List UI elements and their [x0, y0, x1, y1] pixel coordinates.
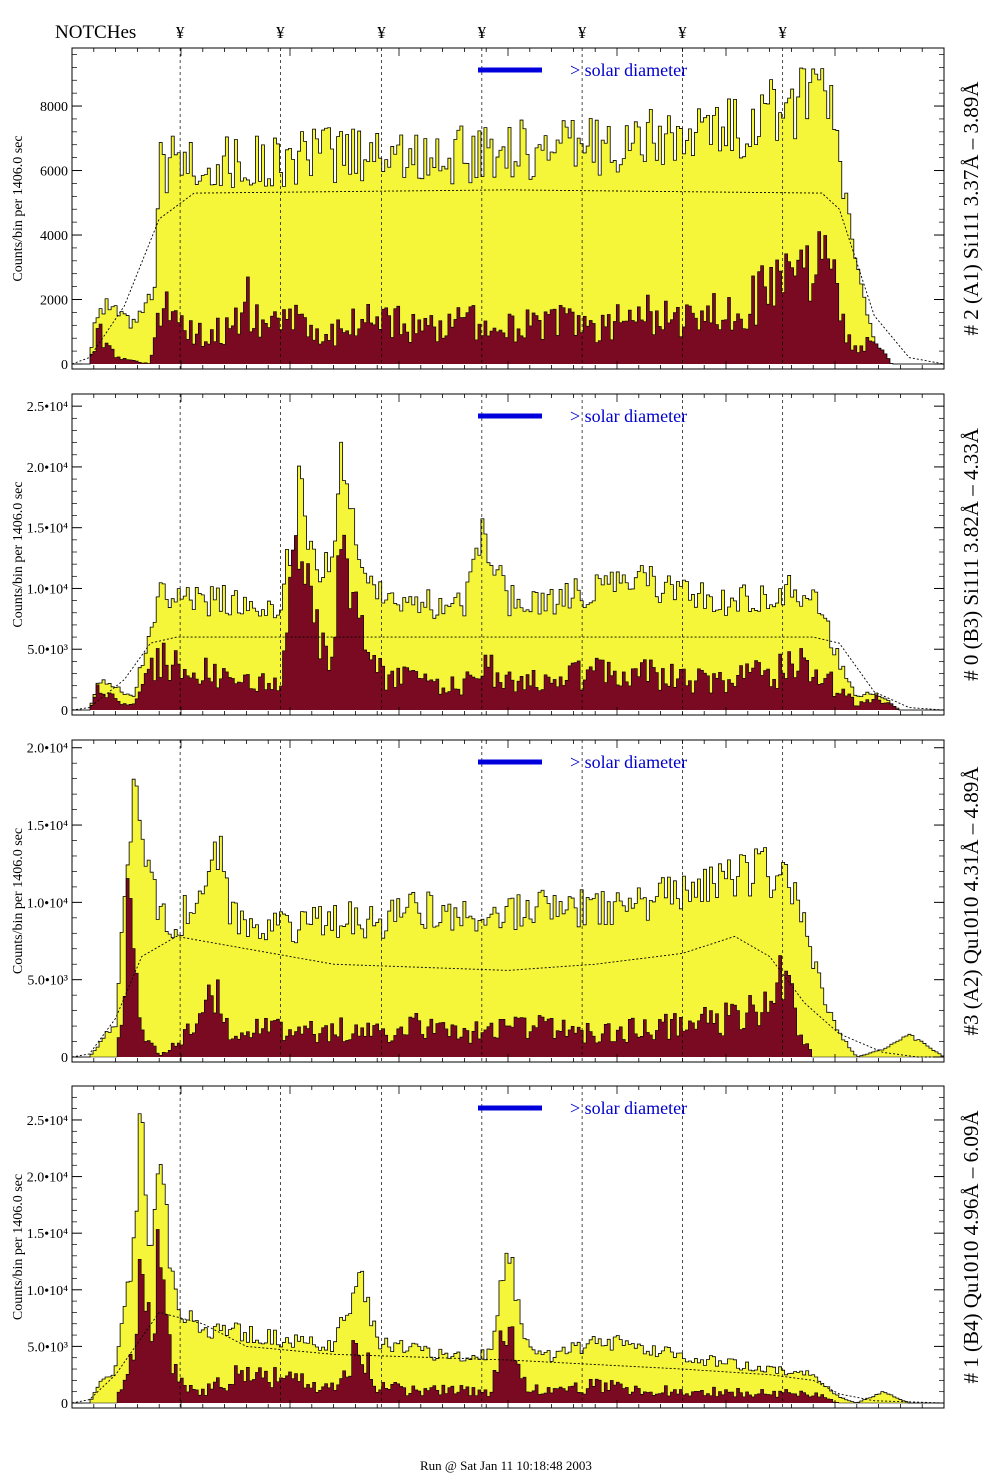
notch-symbol: ¥: [276, 23, 285, 42]
model-curve: [71, 1311, 945, 1404]
y-tick-label: 1.5•10⁴: [27, 522, 68, 537]
y-tick-label: 5.0•10³: [27, 643, 68, 658]
panel-title: # 0 (B3) Si111 3.82Å – 4.33Å: [959, 427, 983, 681]
component-counts-outline: [72, 878, 944, 1058]
y-tick-label: 5.0•10³: [27, 974, 68, 989]
notch-symbol: ¥: [478, 23, 487, 42]
y-tick-label: 1.0•10⁴: [27, 896, 68, 911]
model-curve: [71, 189, 945, 365]
y-tick-label: 1.0•10⁴: [27, 582, 68, 597]
total-counts-outline: [72, 778, 944, 1058]
component-counts-area: [72, 535, 944, 710]
component-counts-outline: [72, 1229, 944, 1404]
total-counts-outline: [72, 441, 944, 711]
y-tick-label: 2.5•10⁴: [27, 400, 68, 415]
notch-symbol: ¥: [678, 23, 687, 42]
component-counts-outline: [72, 231, 944, 365]
y-tick-label: 0: [61, 1397, 68, 1412]
model-curve: [71, 636, 945, 711]
solar-diameter-label: > solar diameter: [570, 1098, 687, 1118]
y-tick-label: 8000: [40, 100, 68, 115]
solar-diameter-label: > solar diameter: [570, 60, 687, 80]
notches-label: NOTCHes: [55, 22, 136, 43]
panel-2: 0 5.0•10³ 1.0•10⁴ 1.5•10⁴ 2.0•10⁴ Counts/bin …: [11, 739, 983, 1066]
notch-symbol: ¥: [377, 23, 386, 42]
y-axis-label: Counts/bin per 1406.0 sec: [11, 828, 26, 974]
y-tick-label: 1.0•10⁴: [27, 1284, 68, 1299]
y-axis-label: Counts/bin per 1406.0 sec: [11, 135, 26, 281]
notch-symbol: ¥: [176, 23, 185, 42]
y-tick-label: 4000: [40, 229, 68, 244]
total-counts-outline: [72, 1113, 944, 1404]
y-tick-label: 2.0•10⁴: [27, 742, 68, 757]
panel-title: # 2 (A1) Si111 3.37Å – 3.89Å: [959, 81, 983, 336]
notch-markers: ¥ ¥ ¥ ¥ ¥ ¥ ¥: [176, 23, 788, 42]
y-tick-label: 0: [61, 1051, 68, 1066]
y-tick-label: 2.0•10⁴: [27, 1171, 68, 1186]
panel-0: 0 2000 4000 6000 8000 Counts/bin per 1406.0 s…: [11, 47, 983, 373]
notch-symbol: ¥: [778, 23, 787, 42]
y-axis-label: Counts/bin per 1406.0 sec: [11, 1174, 26, 1320]
y-tick-label: 5.0•10³: [27, 1340, 68, 1355]
panel-title: # 1 (B4) Qu1010 4.96Å – 6.09Å: [959, 1110, 983, 1384]
panels: 0 2000 4000 6000 8000 Counts/bin per 1406.0 s…: [11, 47, 983, 1412]
total-counts-outline: [72, 67, 944, 365]
y-tick-label: 1.5•10⁴: [27, 1227, 68, 1242]
notch-symbol: ¥: [578, 23, 587, 42]
y-tick-label: 1.5•10⁴: [27, 819, 68, 834]
total-counts-area: [72, 68, 944, 364]
y-tick-label: 0: [61, 358, 68, 373]
solar-diameter-label: > solar diameter: [570, 752, 687, 772]
y-tick-label: 2.0•10⁴: [27, 461, 68, 476]
total-counts-area: [72, 779, 944, 1057]
component-counts-area: [72, 231, 944, 364]
panel-3: 0 5.0•10³ 1.0•10⁴ 1.5•10⁴ 2.0•10⁴ 2.5•10⁴ Coun…: [11, 1085, 983, 1412]
component-counts-outline: [72, 534, 944, 711]
y-tick-label: 2000: [40, 294, 68, 309]
panel-title: #3 (A2) Qu1010 4.31Å – 4.89Å: [959, 766, 983, 1036]
panel-1: 0 5.0•10³ 1.0•10⁴ 1.5•10⁴ 2.0•10⁴ 2.5•10⁴ Coun…: [11, 393, 983, 719]
component-counts-area: [72, 878, 944, 1057]
y-tick-label: 2.5•10⁴: [27, 1114, 68, 1129]
y-tick-label: 6000: [40, 165, 68, 180]
y-tick-label: 0: [61, 704, 68, 719]
y-axis-label: Counts/bin per 1406.0 sec: [11, 481, 26, 627]
solar-diameter-label: > solar diameter: [570, 406, 687, 426]
run-timestamp: Run @ Sat Jan 11 10:18:48 2003: [420, 1458, 592, 1473]
